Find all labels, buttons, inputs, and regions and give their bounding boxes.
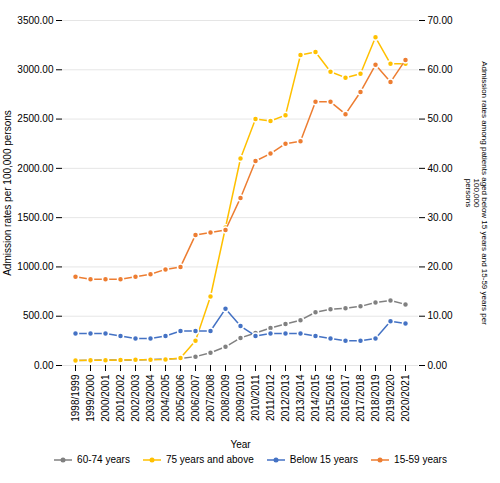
svg-text:2011/2012: 2011/2012 [265, 374, 276, 421]
html-text:15-59 years: 15-59 years [394, 454, 447, 465]
svg-text:2012/2013: 2012/2013 [280, 374, 291, 422]
svg-text:0.00: 0.00 [428, 360, 448, 371]
svg-text:2004/2005: 2004/2005 [160, 374, 171, 422]
svg-text:0.00: 0.00 [34, 360, 54, 371]
svg-text:1999/2000: 1999/2000 [85, 374, 96, 422]
svg-text:2000/2001: 2000/2001 [100, 374, 111, 422]
svg-text:2005/2006: 2005/2006 [175, 374, 186, 422]
svg-text:60.00: 60.00 [428, 64, 453, 75]
svg-text:2015/2016: 2015/2016 [325, 374, 336, 422]
svg-text:10.00: 10.00 [428, 310, 453, 321]
svg-text:2020/2021: 2020/2021 [400, 374, 411, 422]
svg-text:2007/2008: 2007/2008 [205, 374, 216, 422]
svg-text:2002/2003: 2002/2003 [130, 374, 141, 422]
html-text:Below 15 years: Below 15 years [289, 454, 359, 465]
svg-text:30.00: 30.00 [428, 212, 453, 223]
svg-text:1998/1999: 1998/1999 [70, 374, 81, 422]
svg-text:2010/2011: 2010/2011 [250, 374, 261, 421]
svg-text:2500.00: 2500.00 [17, 113, 54, 124]
svg-text:1000.00: 1000.00 [17, 261, 54, 272]
html-text:75 years and above: 75 years and above [165, 454, 254, 465]
svg-text:1500.00: 1500.00 [17, 212, 54, 223]
svg-text:3500.00: 3500.00 [17, 15, 54, 26]
svg-text:2006/2007: 2006/2007 [190, 374, 201, 422]
svg-text:Year: Year [230, 439, 251, 450]
svg-text:Admission rates per 100,000 pe: Admission rates per 100,000 persons [2, 110, 13, 276]
svg-text:3000.00: 3000.00 [17, 64, 54, 75]
svg-text:20.00: 20.00 [428, 261, 453, 272]
svg-text:500.00: 500.00 [23, 310, 54, 321]
svg-text:70.00: 70.00 [428, 15, 453, 26]
svg-text:2009/2010: 2009/2010 [235, 374, 246, 422]
svg-text:2017/2018: 2017/2018 [355, 374, 366, 422]
html-text:60-74 years: 60-74 years [77, 454, 130, 465]
svg-text:2013/2014: 2013/2014 [295, 374, 306, 422]
svg-text:2014/2015: 2014/2015 [310, 374, 321, 422]
svg-text:2019/2020: 2019/2020 [385, 374, 396, 422]
svg-text:2016/2017: 2016/2017 [340, 374, 351, 422]
svg-text:2003/2004: 2003/2004 [145, 374, 156, 422]
svg-text:Admission rates among patients: Admission rates among patients aged belo… [464, 61, 489, 325]
svg-text:2000.00: 2000.00 [17, 163, 54, 174]
svg-text:2018/2019: 2018/2019 [370, 374, 381, 422]
svg-text:2001/2002: 2001/2002 [115, 374, 126, 422]
svg-text:2008/2009: 2008/2009 [220, 374, 231, 422]
svg-text:40.00: 40.00 [428, 163, 453, 174]
svg-text:50.00: 50.00 [428, 113, 453, 124]
